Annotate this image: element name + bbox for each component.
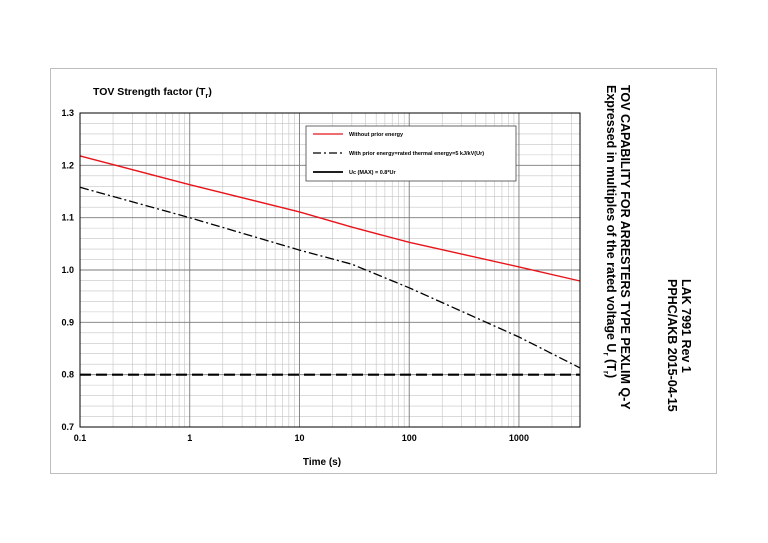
y-tick-label: 1.3 (61, 108, 74, 118)
y-tick-label: 0.8 (61, 370, 74, 380)
chart-frame: TOV Strength factor (Tr) 0.7 0.8 0.9 1.0 1.1… (50, 68, 717, 474)
plot-area (79, 112, 581, 428)
x-tick-label: 0.1 (74, 433, 87, 443)
x-tick-label: 10 (294, 433, 304, 443)
y-axis-title: TOV Strength factor (Tr) (93, 86, 212, 100)
document-reference: LAK 7991 Rev 1 PPHC/AKB 2015-04-15 (665, 279, 693, 412)
x-tick-labels: 0.1 1 10 100 1000 (74, 433, 529, 443)
doc-ref: PPHC/AKB 2015-04-15 (665, 279, 679, 412)
x-tick-label: 1 (187, 433, 192, 443)
y-tick-label: 1.0 (61, 265, 74, 275)
x-tick-label: 1000 (509, 433, 529, 443)
legend-label-without-prior: Without prior energy (349, 132, 404, 138)
y-tick-label: 0.9 (61, 317, 74, 327)
legend: Without prior energy With prior energy=r… (305, 125, 517, 182)
y-tick-label: 1.2 (61, 160, 74, 170)
series-line-0 (79, 155, 581, 282)
chart-title: TOV CAPABILITY FOR ARRESTERS TYPE PEXLIM… (599, 85, 633, 410)
y-tick-labels: 0.7 0.8 0.9 1.0 1.1 1.2 1.3 (61, 108, 74, 432)
legend-label-with-prior: With prior energy=rated thermal energy=5… (349, 151, 484, 157)
doc-number: LAK 7991 Rev 1 (679, 279, 693, 373)
series-line-1 (79, 186, 581, 369)
tov-chart: TOV Strength factor (Tr) 0.7 0.8 0.9 1.0 1.1… (61, 86, 581, 468)
x-axis-title: Time (s) (303, 457, 341, 468)
y-tick-label: 0.7 (61, 422, 74, 432)
chart-title-line-1: TOV CAPABILITY FOR ARRESTERS TYPE PEXLIM… (618, 85, 632, 410)
x-tick-label: 100 (402, 433, 417, 443)
chart-title-line-2: Expressed in multiples of the rated volt… (601, 85, 619, 379)
y-tick-label: 1.1 (61, 213, 74, 223)
series-layer (79, 155, 581, 376)
legend-label-uc-max: Uc (MAX) = 0.8*Ur (349, 170, 396, 176)
